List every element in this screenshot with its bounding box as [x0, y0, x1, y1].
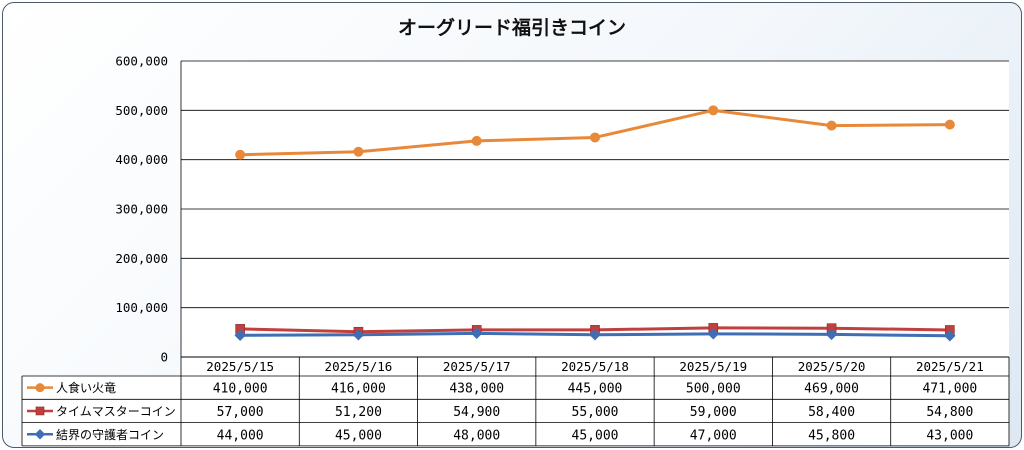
x-category-label: 2025/5/18 — [561, 359, 629, 374]
data-table-cell: 44,000 — [217, 428, 264, 443]
x-category-label: 2025/5/21 — [916, 359, 984, 374]
data-table-cell: 471,000 — [922, 382, 977, 397]
chart-title: オーグリード福引きコイン — [397, 17, 626, 39]
data-point — [471, 327, 483, 340]
table-body-bg — [22, 376, 1009, 446]
data-point — [471, 135, 482, 146]
y-tick-label: 200,000 — [115, 251, 168, 266]
data-point — [235, 149, 246, 160]
data-point — [707, 328, 719, 340]
legend-key-marker — [35, 383, 45, 393]
data-table-cell: 45,800 — [808, 428, 855, 443]
data-table-cell: 47,000 — [690, 428, 737, 443]
data-point — [826, 120, 837, 131]
data-table-cell: 45,000 — [572, 428, 619, 443]
data-table-cell: 45,000 — [335, 428, 382, 443]
data-point — [589, 329, 601, 341]
y-tick-label: 500,000 — [115, 103, 168, 118]
data-table-cell: 54,800 — [926, 405, 973, 420]
table-header-bg — [181, 357, 1009, 376]
data-table-cell: 57,000 — [217, 405, 264, 420]
x-category-label: 2025/5/17 — [443, 359, 511, 374]
x-category-label: 2025/5/20 — [798, 359, 866, 374]
x-category-label: 2025/5/19 — [679, 359, 747, 374]
legend-label: タイムマスターコイン — [56, 404, 176, 418]
data-table-cell: 54,900 — [453, 405, 500, 420]
legend-label: 人食い火竜 — [56, 380, 116, 395]
data-table-cell: 438,000 — [449, 382, 504, 397]
data-table-cell: 48,000 — [453, 428, 500, 443]
y-tick-label: 400,000 — [115, 152, 168, 167]
legend-key-marker — [34, 429, 46, 440]
data-point — [944, 330, 956, 342]
data-point — [708, 105, 719, 116]
data-point — [590, 132, 600, 143]
data-table-cell: 500,000 — [686, 382, 741, 397]
data-table-cell: 469,000 — [804, 382, 859, 397]
data-table-cell: 445,000 — [568, 382, 623, 397]
data-point — [353, 146, 364, 157]
legend-key-marker — [35, 406, 45, 416]
data-table-cell: 51,200 — [335, 405, 382, 420]
data-table-cell: 416,000 — [331, 382, 386, 397]
data-point — [825, 328, 838, 341]
data-table-cell: 59,000 — [690, 405, 737, 420]
data-table-cell: 410,000 — [213, 382, 268, 397]
line-chart: 0 100,000 200,000 300,000 400,000 500,000 600,… — [21, 54, 1010, 447]
y-tick-label: 600,000 — [115, 54, 168, 69]
y-tick-label: 100,000 — [115, 300, 168, 315]
y-tick-label: 0 — [160, 350, 168, 365]
data-point — [352, 329, 365, 341]
data-table-cell: 43,000 — [926, 428, 973, 443]
legend-label: 結界の守護者コイン — [56, 427, 164, 442]
data-table-cell: 58,400 — [808, 405, 855, 420]
y-tick-label: 300,000 — [115, 202, 168, 217]
x-category-label: 2025/5/16 — [325, 359, 393, 374]
data-point — [234, 329, 246, 342]
data-table-cell: 55,000 — [572, 405, 619, 420]
x-category-label: 2025/5/15 — [206, 359, 274, 374]
data-point — [944, 119, 955, 130]
